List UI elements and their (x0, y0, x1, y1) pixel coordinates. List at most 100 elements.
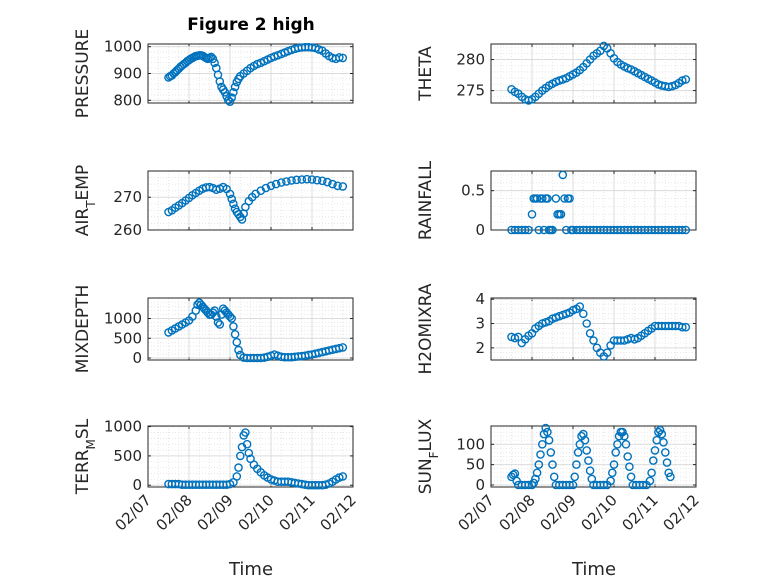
x-tick-label: 02/12 (660, 491, 703, 534)
y-axis-label: H2OMIXRA (416, 283, 436, 374)
y-axis-label: SUNFLUX (416, 418, 441, 494)
data-point (538, 194, 547, 203)
data-point (572, 460, 581, 469)
data-point (225, 189, 235, 199)
data-point (575, 439, 585, 449)
data-point (582, 319, 592, 328)
data-point (584, 456, 593, 465)
y-tick-label: 2 (475, 339, 485, 357)
data-point (191, 306, 201, 315)
y-tick-label: 275 (456, 82, 485, 100)
y-tick-label: 0 (132, 476, 142, 494)
y-tick-label: 1000 (104, 418, 142, 436)
data-point (618, 427, 627, 437)
data-point (544, 435, 554, 445)
plot-background (491, 171, 696, 230)
y-axis-label: AIRTEMP (73, 165, 98, 236)
data-point (244, 448, 254, 458)
x-tick-label: 02/07 (112, 491, 155, 534)
x-tick-label: 02/09 (194, 491, 237, 534)
data-point (647, 468, 656, 478)
data-point (625, 462, 634, 472)
axes-frame (147, 170, 354, 231)
data-point (232, 337, 242, 347)
data-point (565, 480, 574, 490)
data-point (678, 225, 687, 235)
data-point (536, 450, 545, 459)
data-point (323, 177, 332, 187)
data-point (302, 174, 312, 184)
x-tick-label: 02/12 (317, 491, 360, 534)
data-point (534, 460, 544, 469)
subplot-h2omixra: 2 3 4 H2OMIXRA (416, 283, 697, 375)
data-point (312, 175, 322, 185)
y-tick-label: 0.5 (461, 182, 485, 200)
axes-frame (490, 297, 697, 361)
data-point (234, 345, 243, 355)
y-tick-label: 280 (456, 51, 485, 69)
data-point (546, 448, 556, 457)
data-point (237, 215, 247, 224)
data-point (608, 468, 617, 478)
data-point (215, 77, 225, 86)
y-tick-label: 4 (475, 290, 485, 308)
data-point (681, 322, 691, 332)
data-point (613, 439, 622, 449)
data-point (681, 225, 691, 235)
data-point (621, 439, 631, 449)
axes-frame (147, 425, 354, 488)
data-point (193, 300, 202, 310)
subplot-rainfall: 0 0.5 RAINFALL (416, 160, 697, 240)
data-point (333, 181, 342, 191)
data-point (527, 209, 537, 219)
data-point (575, 302, 585, 311)
data-point (541, 423, 551, 433)
y-axis-label: PRESSURE (73, 29, 93, 118)
data-point (582, 446, 592, 455)
data-point (587, 474, 597, 484)
x-tick-label: 02/10 (578, 491, 621, 534)
data-point (649, 456, 658, 465)
data-point (338, 182, 348, 191)
x-tick-label: 02/08 (496, 491, 539, 534)
data-point (261, 183, 271, 193)
data-point (560, 194, 569, 203)
data-point (234, 463, 243, 472)
data-point (681, 75, 691, 84)
data-point (532, 194, 542, 203)
data-point (230, 329, 240, 339)
data-point (543, 427, 552, 437)
x-axis-label-right: Time (571, 559, 616, 580)
data-point (538, 439, 547, 449)
x-tick-label: 02/08 (153, 491, 196, 534)
data-point (620, 431, 629, 441)
y-axis-label: TERRMSL (73, 418, 98, 495)
y-axis-label: THETA (416, 46, 436, 102)
data-point (208, 54, 218, 64)
axes-frame (490, 43, 697, 104)
data-point (317, 176, 327, 186)
x-tick-label: 02/10 (235, 491, 278, 534)
data-point (297, 175, 307, 184)
data-point (229, 88, 238, 97)
data-point (524, 480, 533, 490)
y-axis-label: RAINFALL (416, 160, 436, 240)
data-point (650, 446, 660, 455)
y-tick-label: 800 (113, 91, 142, 109)
data-point (543, 194, 552, 203)
data-point (227, 194, 236, 204)
data-point (232, 472, 242, 481)
data-point (338, 343, 348, 352)
axes-frame (147, 43, 354, 104)
data-point (626, 472, 636, 482)
y-tick-label: 500 (113, 447, 142, 465)
subplot-terr-msl: 0 500 1000 TERRMSL 02/0702/0802/0902/1002/11… (73, 418, 360, 535)
data-point (210, 306, 219, 315)
data-point (534, 225, 544, 235)
x-tick-label: 02/11 (619, 491, 662, 534)
data-point (210, 58, 219, 68)
y-tick-label: 50 (466, 456, 485, 474)
data-point (666, 472, 675, 482)
